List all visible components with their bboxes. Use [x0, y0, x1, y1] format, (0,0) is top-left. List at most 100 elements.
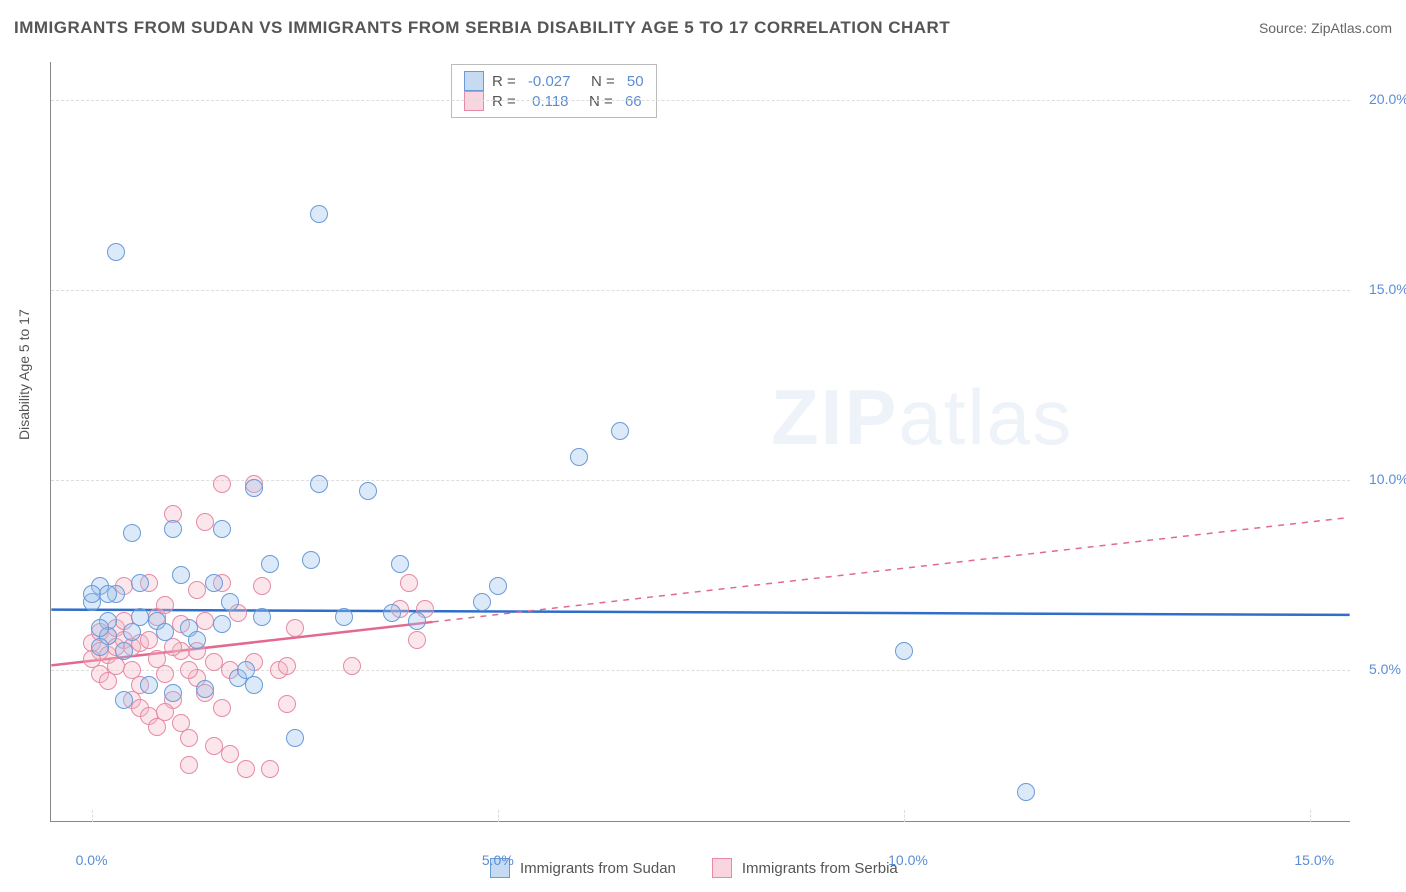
chart-header: IMMIGRANTS FROM SUDAN VS IMMIGRANTS FROM… — [14, 18, 1392, 38]
scatter-point — [164, 638, 182, 656]
gridline-horizontal — [51, 290, 1350, 291]
scatter-point — [148, 650, 166, 668]
trendline-extrapolated — [433, 517, 1350, 622]
scatter-point — [213, 615, 231, 633]
scatter-point — [221, 593, 239, 611]
scatter-point — [115, 691, 133, 709]
scatter-point — [164, 520, 182, 538]
scatter-point — [611, 422, 629, 440]
legend-series-label: Immigrants from Serbia — [742, 860, 898, 877]
scatter-point — [261, 555, 279, 573]
gridline-horizontal — [51, 100, 1350, 101]
gridline-vertical — [904, 810, 905, 822]
scatter-point — [180, 756, 198, 774]
scatter-point — [131, 574, 149, 592]
scatter-point — [310, 205, 328, 223]
scatter-point — [473, 593, 491, 611]
scatter-point — [140, 631, 158, 649]
y-tick-label: 10.0% — [1369, 471, 1406, 487]
scatter-point — [91, 619, 109, 637]
scatter-point — [188, 631, 206, 649]
scatter-point — [408, 631, 426, 649]
scatter-point — [359, 482, 377, 500]
scatter-point — [253, 577, 271, 595]
legend-swatch — [712, 858, 732, 878]
legend-n-label: N = — [577, 93, 617, 110]
legend-r-value: 0.118 — [528, 93, 569, 110]
scatter-point — [213, 520, 231, 538]
scatter-point — [213, 475, 231, 493]
y-tick-label: 5.0% — [1369, 661, 1401, 677]
legend-stats-box: R = -0.027 N = 50R = 0.118 N = 66 — [451, 64, 657, 118]
scatter-point — [335, 608, 353, 626]
source-link[interactable]: ZipAtlas.com — [1311, 20, 1392, 36]
scatter-point — [408, 612, 426, 630]
gridline-vertical — [92, 810, 93, 822]
scatter-point — [278, 657, 296, 675]
legend-stat-row: R = 0.118 N = 66 — [464, 91, 644, 111]
scatter-point — [115, 642, 133, 660]
scatter-point — [188, 581, 206, 599]
scatter-point — [180, 661, 198, 679]
scatter-point — [302, 551, 320, 569]
legend-swatch — [464, 91, 484, 111]
scatter-point — [221, 745, 239, 763]
y-axis-title: Disability Age 5 to 17 — [16, 309, 32, 440]
x-tick-label: 5.0% — [482, 852, 514, 868]
gridline-vertical — [1310, 810, 1311, 822]
scatter-point — [286, 729, 304, 747]
x-tick-label: 15.0% — [1294, 852, 1334, 868]
scatter-point — [391, 555, 409, 573]
legend-swatch — [464, 71, 484, 91]
scatter-point — [400, 574, 418, 592]
legend-r-value: -0.027 — [528, 73, 571, 90]
scatter-point — [895, 642, 913, 660]
scatter-point — [278, 695, 296, 713]
scatter-point — [343, 657, 361, 675]
source-label: Source: ZipAtlas.com — [1259, 20, 1392, 36]
scatter-point — [261, 760, 279, 778]
scatter-point — [156, 623, 174, 641]
scatter-point — [213, 699, 231, 717]
scatter-point — [1017, 783, 1035, 801]
scatter-point — [164, 684, 182, 702]
x-tick-label: 10.0% — [888, 852, 928, 868]
scatter-point — [196, 680, 214, 698]
scatter-point — [172, 566, 190, 584]
scatter-point — [180, 729, 198, 747]
gridline-vertical — [498, 810, 499, 822]
legend-r-label: R = — [492, 73, 520, 90]
chart-title: IMMIGRANTS FROM SUDAN VS IMMIGRANTS FROM… — [14, 18, 950, 38]
scatter-point — [253, 608, 271, 626]
scatter-point — [286, 619, 304, 637]
legend-r-label: R = — [492, 93, 520, 110]
scatter-point — [123, 524, 141, 542]
scatter-point — [156, 703, 174, 721]
scatter-point — [99, 585, 117, 603]
scatter-plot: ZIPatlas R = -0.027 N = 50R = 0.118 N = … — [50, 62, 1350, 822]
legend-stat-row: R = -0.027 N = 50 — [464, 71, 644, 91]
scatter-point — [91, 638, 109, 656]
legend-n-value: 50 — [627, 73, 644, 90]
scatter-point — [489, 577, 507, 595]
scatter-point — [205, 574, 223, 592]
legend-series: Immigrants from Sudan Immigrants from Ser… — [490, 858, 924, 878]
x-tick-label: 0.0% — [76, 852, 108, 868]
trendlines-layer — [51, 62, 1350, 821]
y-tick-label: 20.0% — [1369, 91, 1406, 107]
scatter-point — [383, 604, 401, 622]
scatter-point — [107, 243, 125, 261]
scatter-point — [156, 665, 174, 683]
scatter-point — [245, 479, 263, 497]
legend-n-label: N = — [578, 73, 618, 90]
legend-series-label: Immigrants from Sudan — [520, 860, 676, 877]
scatter-point — [245, 676, 263, 694]
scatter-point — [140, 676, 158, 694]
scatter-point — [310, 475, 328, 493]
scatter-point — [123, 623, 141, 641]
scatter-point — [237, 760, 255, 778]
scatter-point — [196, 612, 214, 630]
scatter-point — [570, 448, 588, 466]
y-tick-label: 15.0% — [1369, 281, 1406, 297]
legend-n-value: 66 — [625, 93, 642, 110]
